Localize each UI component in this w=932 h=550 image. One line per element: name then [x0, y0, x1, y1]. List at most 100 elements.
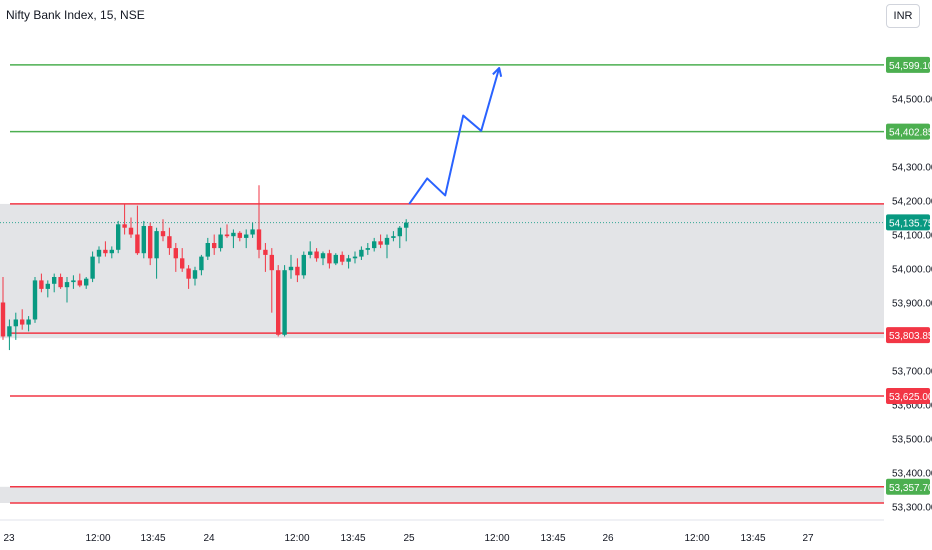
price-badges: 54,599.10 54,402.85 54,135.75 53,803.85 53,6… [886, 56, 932, 495]
zones-layer [0, 203, 884, 504]
candle [116, 224, 121, 250]
projection-layer [408, 66, 503, 205]
candle [96, 249, 102, 257]
candle [186, 268, 191, 279]
candle [64, 282, 70, 288]
candle [320, 253, 326, 259]
price-tick-label: 53,300.00 [892, 502, 932, 513]
projection-arrowhead [492, 66, 503, 77]
candle [372, 241, 377, 249]
price-tick-label: 53,600.00 [892, 400, 932, 411]
candle [13, 319, 18, 327]
candle [352, 256, 358, 259]
horizontal-lines-layer [10, 64, 884, 504]
candle [231, 232, 236, 237]
price-badge-label: 53,357.70 [889, 483, 932, 494]
candle [109, 249, 114, 254]
price-badge [886, 387, 930, 404]
candle [160, 231, 166, 237]
time-tick-label: 12:00 [284, 533, 309, 544]
time-tick-label: 13:45 [740, 533, 765, 544]
candle [84, 278, 89, 286]
price-badge [886, 56, 930, 73]
candle [276, 270, 281, 335]
candle [148, 226, 153, 259]
candle [378, 241, 383, 245]
candle [340, 254, 345, 262]
candle [365, 248, 370, 250]
price-tick-label: 53,900.00 [892, 298, 932, 309]
candle [39, 280, 44, 289]
candle [327, 253, 332, 264]
time-tick-label: 24 [203, 533, 215, 544]
candle [269, 254, 274, 271]
candle [180, 258, 185, 269]
price-axis-labels: 54,500.00 54,300.00 54,200.00 54,100.00 54,0… [892, 95, 932, 514]
chart-title: Nifty Bank Index, 15, NSE [6, 8, 145, 22]
candle [263, 249, 268, 255]
price-badge-label: 53,803.85 [889, 331, 932, 342]
time-tick-label: 12:00 [484, 533, 509, 544]
price-badge-label: 54,402.85 [889, 128, 932, 139]
price-badge [886, 478, 930, 495]
candle [333, 254, 338, 264]
price-badge-label: 54,135.75 [889, 218, 932, 229]
price-badge [886, 327, 930, 344]
range-zone [0, 203, 884, 339]
candle [103, 249, 108, 254]
candle [199, 256, 204, 271]
price-badge-label: 53,625.00 [889, 392, 932, 403]
candle [384, 237, 390, 245]
candle [90, 256, 95, 279]
candle [77, 280, 82, 286]
candle [58, 276, 63, 288]
candle [32, 280, 38, 320]
candle [141, 226, 146, 254]
candle [135, 234, 140, 254]
candle [7, 326, 12, 337]
candle [301, 254, 306, 276]
range-zone [0, 486, 884, 504]
candle [256, 229, 262, 250]
candle [282, 270, 287, 335]
candle [224, 234, 230, 237]
candle [0, 302, 6, 337]
price-badge [886, 214, 930, 231]
candle [404, 222, 409, 228]
price-tick-label: 54,500.00 [892, 95, 932, 106]
price-axis-background [884, 0, 932, 550]
time-tick-label: 13:45 [340, 533, 365, 544]
price-tick-label: 54,000.00 [892, 264, 932, 275]
candle [212, 243, 217, 249]
time-tick-label: 26 [602, 533, 614, 544]
candle [359, 249, 364, 257]
candle [128, 227, 134, 235]
candle [192, 270, 198, 279]
time-tick-label: 13:45 [140, 533, 165, 544]
candle [26, 319, 31, 325]
candle [288, 266, 294, 271]
candles-layer [0, 185, 409, 351]
price-tick-label: 53,500.00 [892, 434, 932, 445]
candle [20, 319, 25, 325]
candle [314, 251, 319, 259]
projection-path [408, 67, 501, 205]
currency-button[interactable]: INR [886, 4, 920, 28]
candle [122, 224, 127, 228]
candle [391, 236, 396, 238]
candle [250, 229, 255, 235]
time-tick-label: 23 [3, 533, 15, 544]
price-tick-label: 54,200.00 [892, 197, 932, 208]
candle [71, 280, 76, 283]
price-tick-label: 53,700.00 [892, 366, 932, 377]
time-axis-labels: 23 12:00 13:45 24 12:00 13:45 25 12:00 13:45 26 12… [3, 533, 814, 544]
candle [397, 227, 402, 237]
candle [308, 251, 313, 255]
candle [173, 248, 178, 259]
candle [45, 283, 50, 289]
candle [154, 231, 159, 259]
time-tick-label: 27 [802, 533, 814, 544]
time-tick-label: 12:00 [85, 533, 110, 544]
